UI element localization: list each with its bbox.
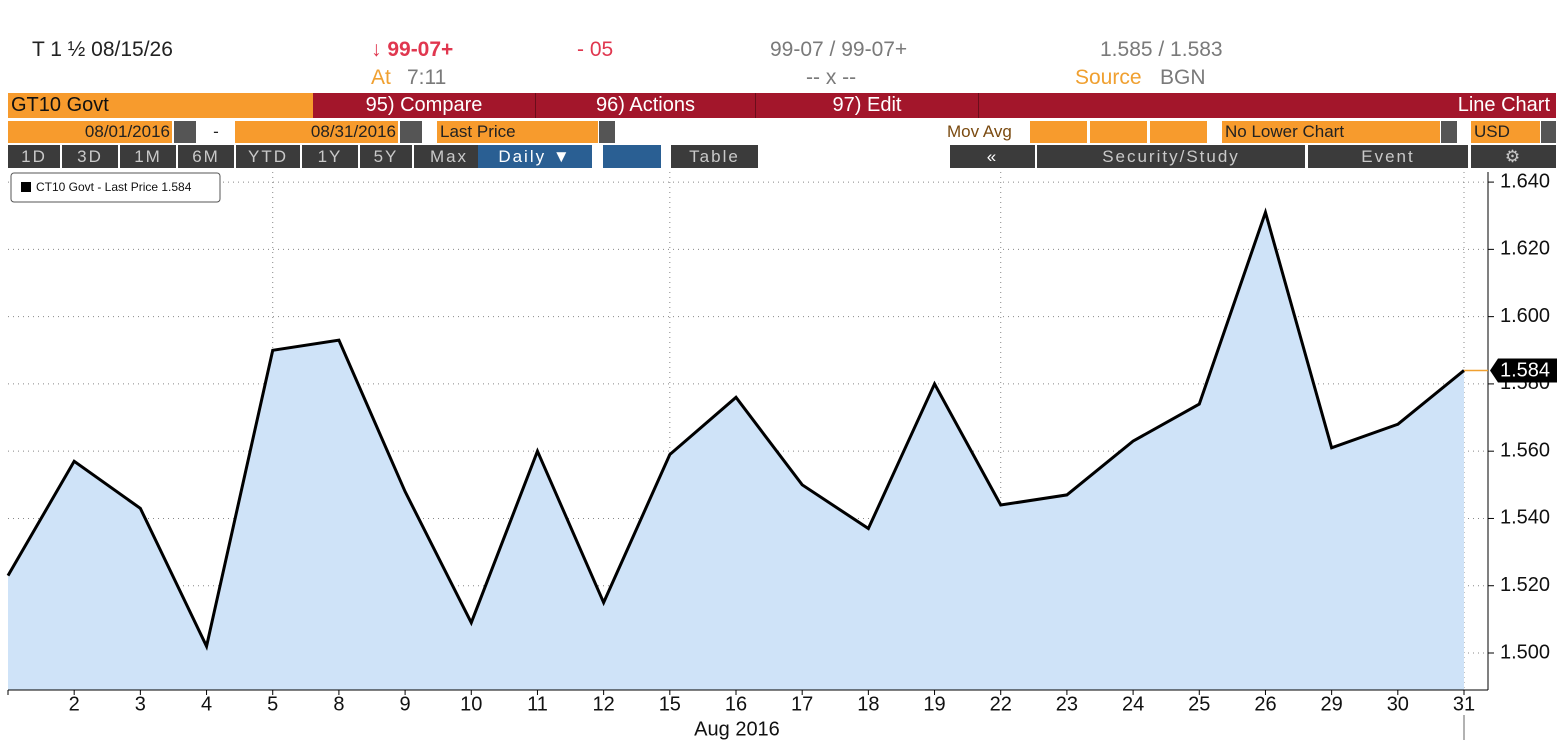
dropdown[interactable] xyxy=(1441,121,1457,143)
x-tick-label: 8 xyxy=(333,693,344,715)
table-button[interactable]: Table xyxy=(671,145,758,168)
last-price: ↓ 99-07+ xyxy=(371,38,454,61)
period-select[interactable]: Daily ▼ xyxy=(478,145,592,168)
range-button[interactable]: 3D xyxy=(62,145,118,168)
end-date[interactable]: 08/31/2016 xyxy=(235,121,398,143)
source: BGN xyxy=(1160,66,1206,89)
range-button[interactable]: YTD xyxy=(236,145,300,168)
dropdown[interactable] xyxy=(1541,121,1556,143)
range-button[interactable]: Max xyxy=(414,145,484,168)
x-tick-label: 15 xyxy=(659,693,681,715)
x-tick-label: 3 xyxy=(135,693,146,715)
legend-box xyxy=(10,172,221,203)
calendar-icon[interactable] xyxy=(174,121,196,143)
x-tick-label: 12 xyxy=(593,693,615,715)
ticker[interactable]: GT10 Govt xyxy=(8,93,313,118)
field-select[interactable]: Last Price xyxy=(437,121,598,143)
y-tick-label: 1.560 xyxy=(1500,439,1550,461)
x-tick-label: 25 xyxy=(1188,693,1210,715)
net-change: - 05 xyxy=(577,38,614,61)
area-fill xyxy=(8,212,1464,690)
menu-bar xyxy=(313,93,1556,118)
x-tick-label: 22 xyxy=(990,693,1012,715)
y-tick-label: 1.540 xyxy=(1500,507,1550,529)
legend-swatch xyxy=(21,182,31,192)
x-axis-label: Aug 2016 xyxy=(694,718,780,740)
security-study-button[interactable]: Security/Study xyxy=(1037,145,1305,168)
calendar-icon[interactable] xyxy=(400,121,422,143)
mov-avg-input[interactable] xyxy=(1150,121,1207,143)
x-tick-label: 23 xyxy=(1056,693,1078,715)
lower-chart-select[interactable]: No Lower Chart xyxy=(1222,121,1440,143)
x-tick-label: 24 xyxy=(1122,693,1144,715)
time-label: At xyxy=(371,66,391,89)
x-tick-label: 29 xyxy=(1321,693,1343,715)
x-tick-label: 19 xyxy=(923,693,945,715)
currency-select[interactable]: USD xyxy=(1471,121,1540,143)
collapse-button[interactable]: « xyxy=(950,145,1035,168)
x-tick-label: 16 xyxy=(725,693,747,715)
y-tick-label: 1.600 xyxy=(1500,305,1550,327)
range-button[interactable]: 6M xyxy=(178,145,234,168)
settings-button[interactable]: ⚙ xyxy=(1471,145,1556,168)
security: T 1 ½ 08/15/26 xyxy=(32,38,173,61)
mov-avg-input[interactable] xyxy=(1090,121,1147,143)
x-tick-label: 4 xyxy=(201,693,212,715)
y-tick-label: 1.520 xyxy=(1500,574,1550,596)
event-button[interactable]: Event xyxy=(1308,145,1468,168)
time: 7:11 xyxy=(407,66,447,89)
chart-type[interactable]: Line Chart xyxy=(1457,94,1550,116)
x-tick-label: 5 xyxy=(267,693,278,715)
x-tick-label: 17 xyxy=(791,693,813,715)
dropdown[interactable] xyxy=(599,121,615,143)
x-tick-label: 10 xyxy=(460,693,482,715)
yields: 1.585 / 1.583 xyxy=(1100,38,1223,61)
x-tick-label: 18 xyxy=(857,693,879,715)
size: -- x -- xyxy=(806,66,857,89)
range-button[interactable]: 1D xyxy=(8,145,60,168)
mov-avg-input[interactable] xyxy=(1030,121,1087,143)
range-button[interactable]: 1Y xyxy=(302,145,358,168)
x-tick-label: 26 xyxy=(1254,693,1276,715)
x-tick-label: 9 xyxy=(400,693,411,715)
x-tick-label: 11 xyxy=(527,693,548,715)
edit-menu[interactable]: 97) Edit xyxy=(756,93,979,118)
x-tick-label: 2 xyxy=(69,693,80,715)
actions-menu[interactable]: 96) Actions xyxy=(536,93,756,118)
x-tick-label: 31 xyxy=(1453,693,1475,715)
x-tick-label: 30 xyxy=(1387,693,1409,715)
legend-label: CT10 Govt - Last Price 1.584 xyxy=(36,180,192,194)
source-label: Source xyxy=(1075,66,1142,89)
mov-avg-label: Mov Avg xyxy=(947,121,1012,143)
line xyxy=(6,207,1465,651)
chart-style-button[interactable] xyxy=(603,145,661,168)
start-date[interactable]: 08/01/2016 xyxy=(8,121,172,143)
date-separator: - xyxy=(198,121,234,143)
range-button[interactable]: 1M xyxy=(120,145,176,168)
bid-ask: 99-07 / 99-07+ xyxy=(770,38,908,61)
last-value-label: 1.584 xyxy=(1500,360,1550,382)
range-button[interactable]: 5Y xyxy=(360,145,412,168)
y-tick-label: 1.620 xyxy=(1500,238,1550,260)
last-value-box xyxy=(1490,358,1557,383)
y-tick-label: 1.640 xyxy=(1500,170,1550,192)
y-tick-label: 1.500 xyxy=(1500,641,1550,663)
compare-menu[interactable]: 95) Compare xyxy=(313,93,536,118)
